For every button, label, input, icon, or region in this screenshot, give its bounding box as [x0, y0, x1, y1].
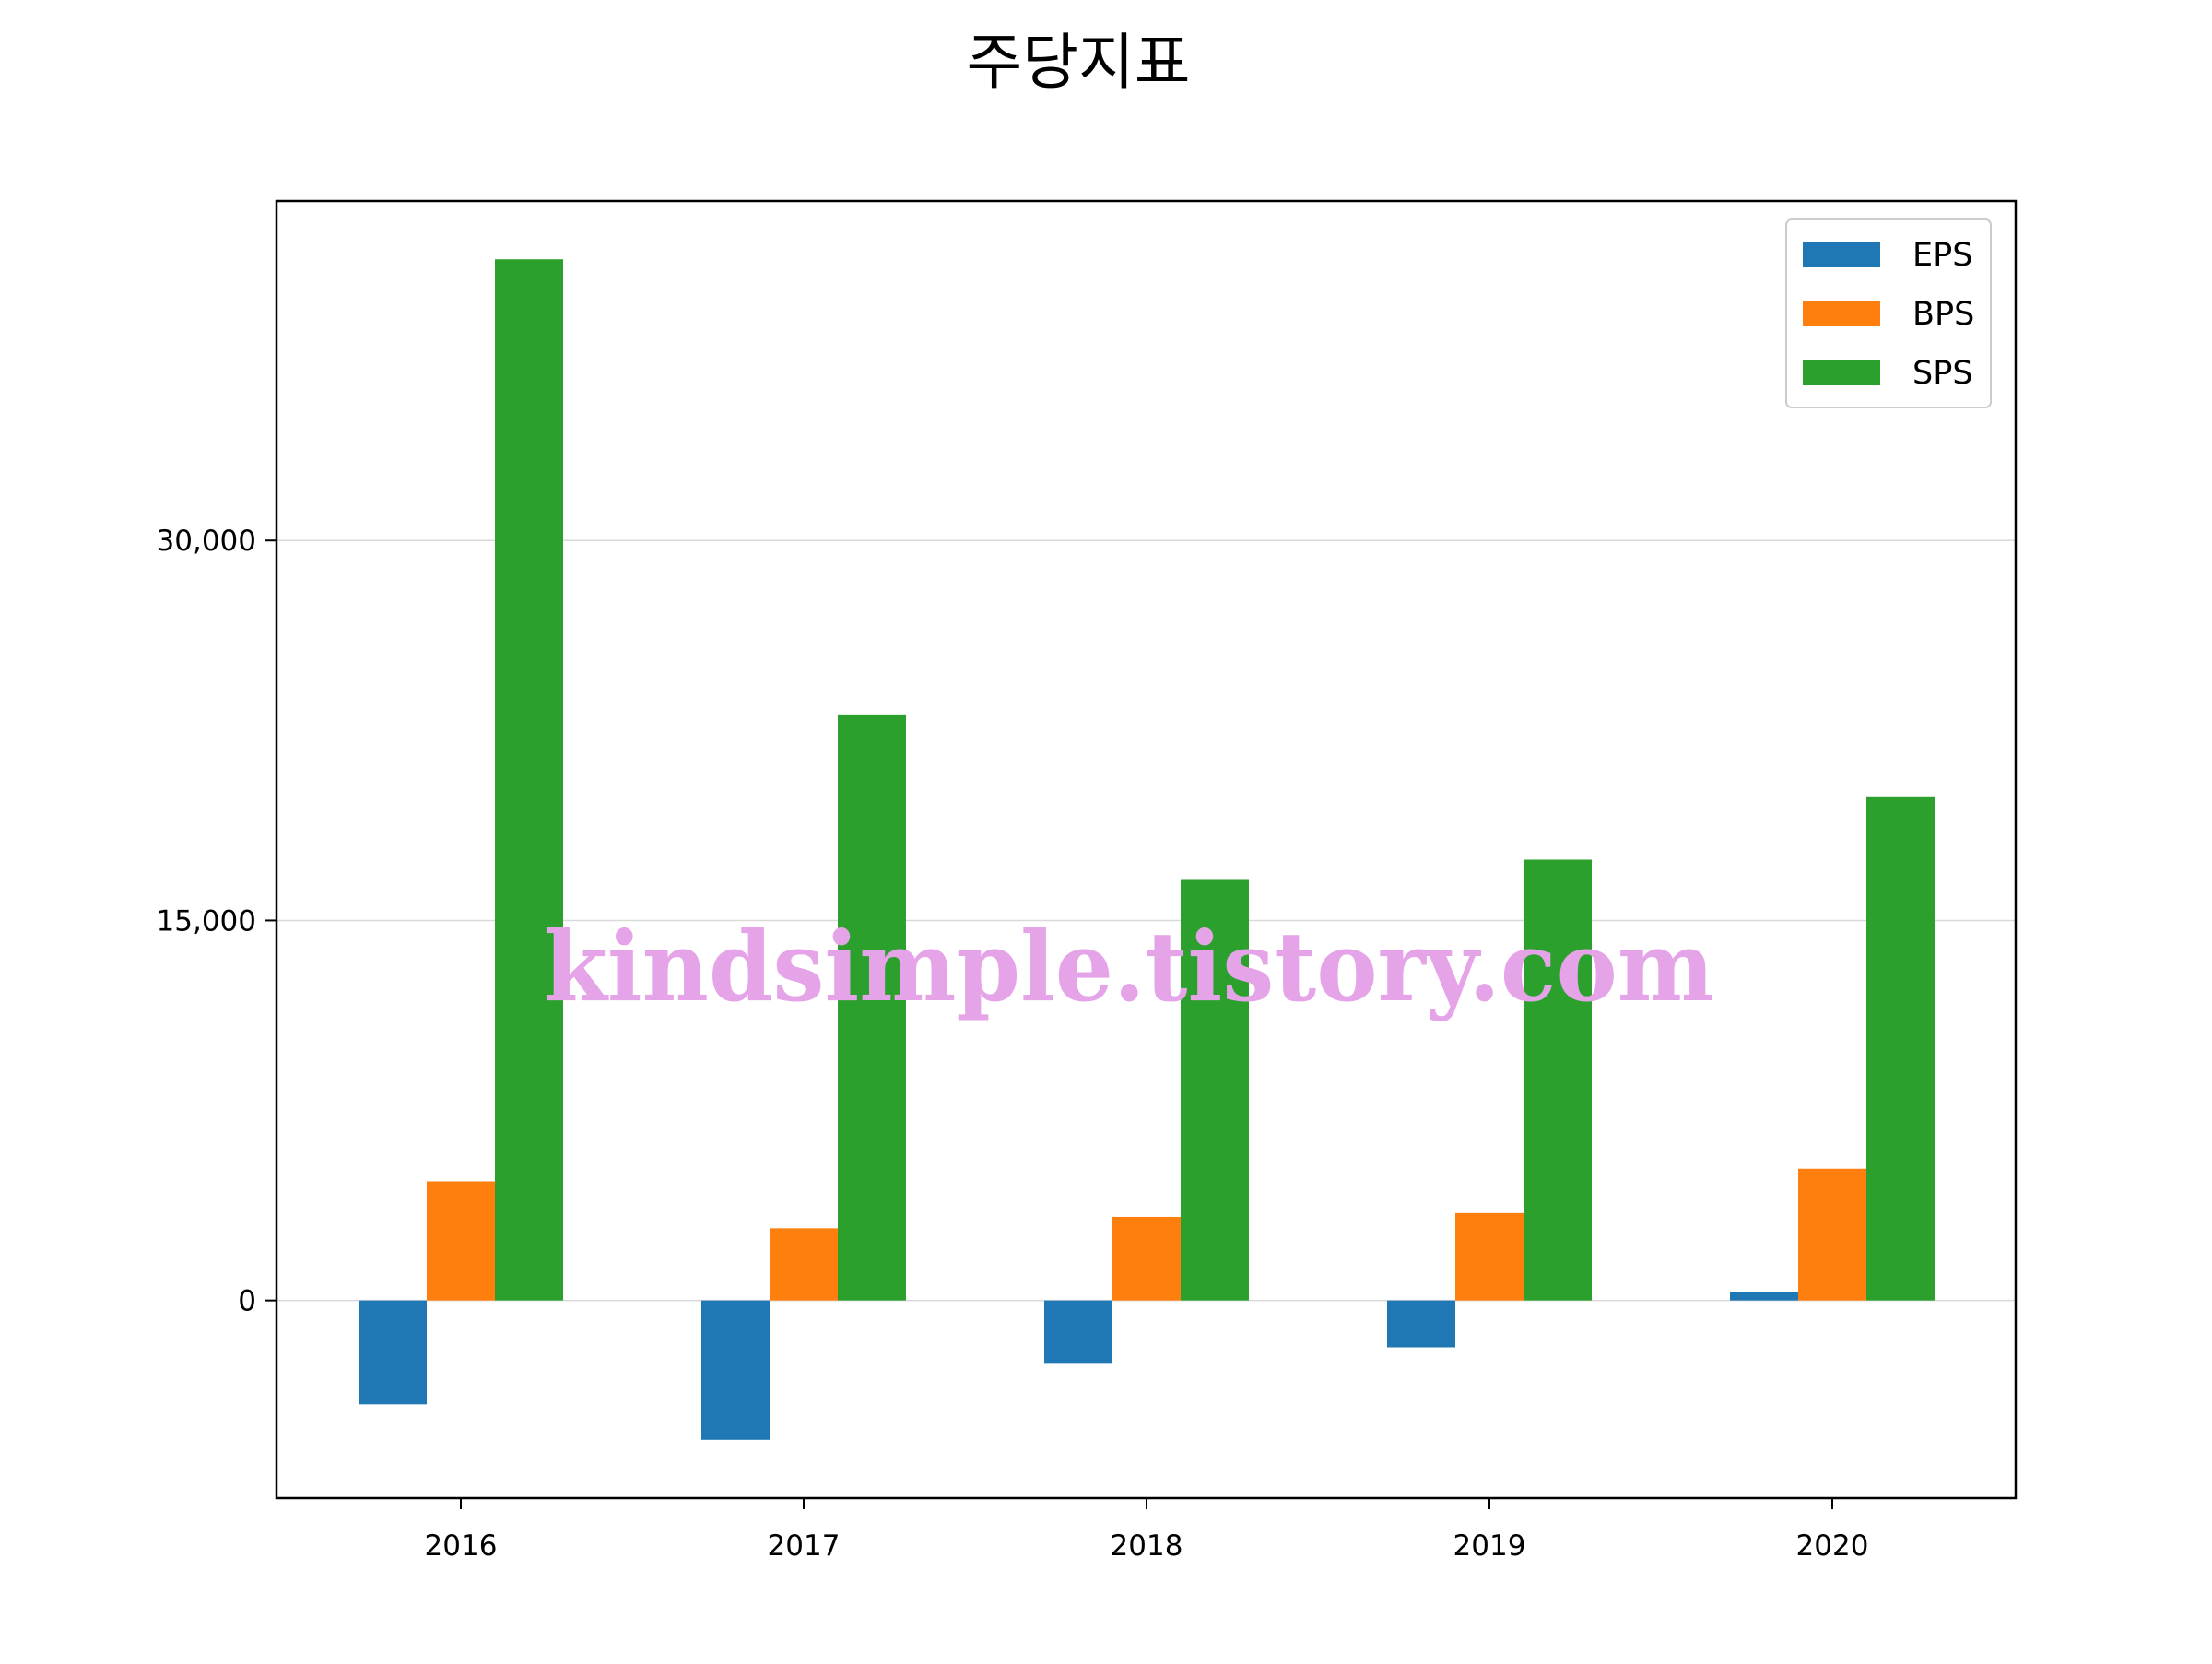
- bar-eps-2019: [1387, 1300, 1455, 1348]
- bar-eps-2016: [359, 1300, 427, 1405]
- bar-sps-2019: [1524, 859, 1592, 1301]
- legend-label-eps: EPS: [1912, 237, 1972, 274]
- bar-eps-2018: [1044, 1300, 1112, 1364]
- bar-bps-2020: [1798, 1168, 1866, 1301]
- bar-sps-2018: [1181, 879, 1249, 1301]
- bars: [359, 259, 1935, 1440]
- watermark-text: kindsimple.tistory.com: [544, 910, 1714, 1023]
- legend-swatch-eps: [1803, 242, 1880, 267]
- legend-label-bps: BPS: [1912, 296, 1974, 333]
- legend-swatch-bps: [1803, 301, 1880, 326]
- legend-swatch-sps: [1803, 360, 1880, 385]
- x-tick-label: 2017: [768, 1529, 841, 1563]
- bar-sps-2016: [495, 259, 563, 1301]
- chart-title: 주당지표: [967, 27, 1191, 98]
- y-tick-label: 15,000: [157, 904, 256, 938]
- x-tick-label: 2018: [1111, 1529, 1183, 1563]
- x-tick-label: 2019: [1453, 1529, 1526, 1563]
- legend-label-sps: SPS: [1912, 355, 1973, 392]
- legend: EPS BPS SPS: [1785, 218, 1992, 408]
- bar-eps-2020: [1730, 1292, 1798, 1301]
- x-axis: 2016 2017 2018 2019 2020: [425, 1498, 1869, 1563]
- x-tick-label: 2020: [1796, 1529, 1869, 1563]
- y-axis: 0 15,000 30,000: [157, 525, 276, 1318]
- x-tick-label: 2016: [425, 1529, 498, 1563]
- bar-bps-2019: [1455, 1212, 1524, 1301]
- bar-bps-2018: [1112, 1216, 1181, 1301]
- bar-sps-2020: [1866, 796, 1935, 1301]
- bar-eps-2017: [701, 1300, 770, 1440]
- y-tick-label: 0: [238, 1285, 256, 1318]
- bar-bps-2017: [770, 1228, 838, 1301]
- y-tick-label: 30,000: [157, 525, 256, 558]
- bar-sps-2017: [838, 714, 906, 1301]
- bar-bps-2016: [427, 1181, 495, 1301]
